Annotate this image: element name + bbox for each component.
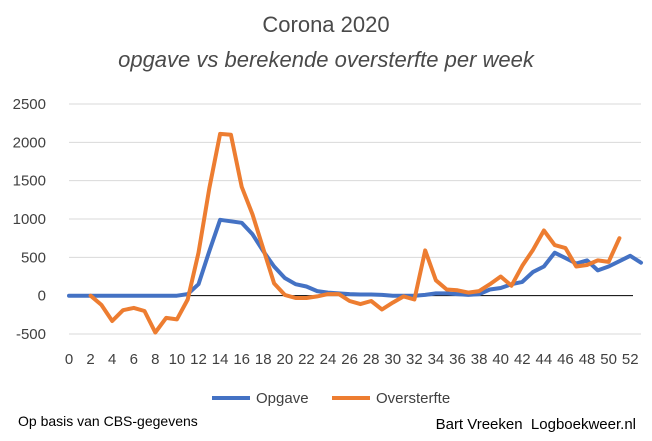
x-tick-label: 30 <box>384 351 401 368</box>
y-tick-label: -500 <box>16 326 46 343</box>
x-tick-label: 52 <box>622 351 639 368</box>
x-tick-label: 0 <box>65 351 73 368</box>
series-line-opgave <box>67 217 643 298</box>
x-tick-label: 40 <box>492 351 509 368</box>
x-tick-label: 24 <box>320 351 337 368</box>
legend-entry: Oversterfte <box>376 390 450 407</box>
gridlines <box>69 103 641 335</box>
x-tick-label: 20 <box>277 351 294 368</box>
x-tick-label: 16 <box>233 351 250 368</box>
y-tick-label: 2000 <box>13 134 46 151</box>
x-tick-label: 18 <box>255 351 272 368</box>
x-tick-label: 46 <box>557 351 574 368</box>
y-tick-label: 2500 <box>13 96 46 113</box>
x-tick-label: 42 <box>514 351 531 368</box>
y-tick-label: 1500 <box>13 173 46 190</box>
x-tick-label: 6 <box>130 351 138 368</box>
x-tick-label: 4 <box>108 351 116 368</box>
legend-entry: Opgave <box>256 390 309 407</box>
x-tick-label: 32 <box>406 351 423 368</box>
x-tick-label: 48 <box>579 351 596 368</box>
x-tick-label: 22 <box>298 351 315 368</box>
x-tick-label: 26 <box>341 351 358 368</box>
series-line-oversterfte <box>88 131 622 335</box>
source-note: Op basis van CBS-gegevens <box>18 413 198 429</box>
x-tick-label: 50 <box>600 351 617 368</box>
x-tick-label: 38 <box>471 351 488 368</box>
x-tick-label: 8 <box>151 351 159 368</box>
x-tick-label: 44 <box>536 351 553 368</box>
chart-subtitle: opgave vs berekende oversterfte per week <box>118 47 534 72</box>
x-tick-label: 10 <box>169 351 186 368</box>
x-tick-label: 14 <box>212 351 229 368</box>
x-tick-label: 28 <box>363 351 380 368</box>
x-tick-label: 34 <box>428 351 445 368</box>
x-tick-label: 2 <box>86 351 94 368</box>
y-tick-label: 0 <box>38 288 46 305</box>
x-tick-label: 12 <box>190 351 207 368</box>
author-credit: Bart Vreeken Logboekweer.nl <box>435 416 636 433</box>
y-tick-label: 500 <box>21 249 46 266</box>
series-lines <box>67 131 643 335</box>
y-tick-label: 1000 <box>13 211 46 228</box>
legend: Opgave Oversterfte <box>212 390 450 407</box>
chart-title: Corona 2020 <box>262 12 390 37</box>
x-tick-label: 36 <box>449 351 466 368</box>
